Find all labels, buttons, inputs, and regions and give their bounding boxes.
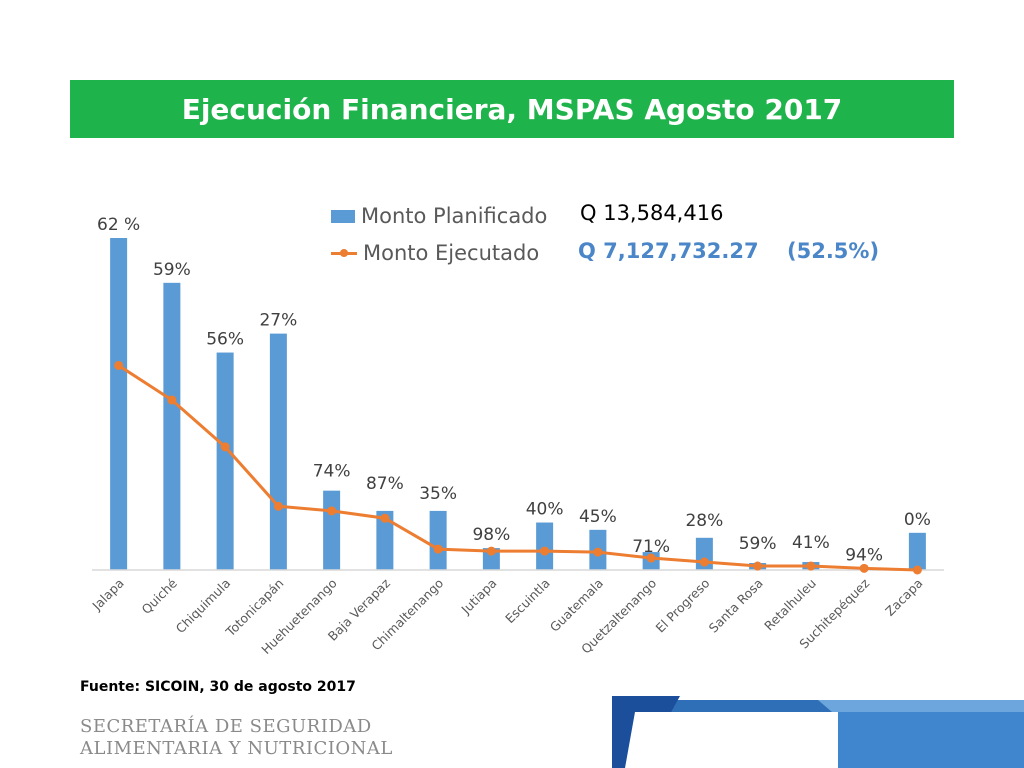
data-label-0: 62 %: [97, 215, 140, 235]
bar-4: [323, 490, 341, 570]
data-label-1: 59%: [153, 260, 191, 280]
planned-amount: Q 13,584,416: [580, 201, 724, 225]
tick-label-15: Zacapa: [882, 576, 925, 619]
executed-point-13: [806, 561, 816, 571]
bar-2: [216, 352, 234, 570]
legend-planned: Monto Planificado: [331, 204, 547, 228]
data-label-6: 35%: [419, 484, 457, 504]
tick-label-0: Jalapa: [89, 576, 127, 614]
executed-point-15: [912, 565, 922, 575]
legend-planned-label: Monto Planificado: [361, 204, 548, 228]
tick-label-13: Retalhuleu: [761, 576, 819, 634]
data-label-5: 87%: [366, 474, 404, 494]
bar-15: [908, 532, 926, 570]
bar-8: [536, 522, 554, 570]
source-note: Fuente: SICOIN, 30 de agosto 2017: [80, 679, 356, 695]
executed-amount: Q 7,127,732.27: [578, 239, 759, 263]
executed-point-9: [593, 547, 603, 557]
executed-point-8: [540, 546, 550, 556]
executed-point-3: [273, 501, 283, 511]
tick-label-11: El Progreso: [653, 576, 713, 636]
data-label-2: 56%: [206, 330, 244, 350]
data-label-10: 71%: [632, 537, 670, 557]
logo-line-1: SECRETARÍA DE SEGURIDAD: [80, 716, 372, 737]
tick-label-8: Escuintla: [502, 576, 553, 627]
executed-point-14: [859, 563, 869, 573]
chart-title: Ejecución Financiera, MSPAS Agosto 2017: [181, 92, 843, 126]
executed-point-6: [433, 544, 443, 554]
title-band: Ejecución Financiera, MSPAS Agosto 2017: [70, 80, 954, 138]
data-label-7: 98%: [472, 525, 510, 545]
bar-7: [482, 548, 500, 570]
executed-point-4: [327, 506, 337, 516]
executed-point-1: [167, 395, 177, 405]
bar-6: [429, 510, 447, 570]
executed-percent: (52.5%): [787, 239, 880, 263]
bar-3: [269, 333, 287, 570]
data-label-11: 28%: [685, 511, 723, 531]
data-label-14: 94%: [845, 545, 883, 565]
logo-line-2: ALIMENTARIA Y NUTRICIONAL: [80, 738, 393, 759]
executed-point-5: [380, 513, 390, 523]
tick-label-7: Jutiapa: [458, 576, 500, 618]
data-label-3: 27%: [259, 311, 297, 331]
executed-point-11: [699, 557, 709, 567]
executed-line: [117, 364, 918, 572]
sesan-logo: SECRETARÍA DE SEGURIDAD ALIMENTARIA Y NU…: [80, 716, 393, 760]
data-label-12: 59%: [739, 534, 777, 554]
executed-point-12: [753, 561, 763, 571]
data-label-13: 41%: [792, 533, 830, 553]
legend-executed: Monto Ejecutado: [331, 241, 539, 265]
executed-point-0: [114, 360, 124, 370]
bar-0: [110, 238, 128, 570]
legend-executed-label: Monto Ejecutado: [363, 241, 540, 265]
executed-point-2: [220, 442, 230, 452]
executed-point-10: [646, 553, 656, 563]
bar-1: [163, 282, 181, 570]
bar-5: [376, 510, 394, 570]
legend-line-swatch: [331, 246, 357, 260]
data-label-4: 74%: [313, 462, 351, 482]
data-label-15: 0%: [904, 510, 931, 530]
tick-label-12: Santa Rosa: [706, 576, 766, 636]
data-label-8: 40%: [526, 500, 564, 520]
legend-bar-swatch: [331, 209, 355, 223]
tick-label-1: Quiché: [138, 575, 180, 617]
data-label-9: 45%: [579, 507, 617, 527]
executed-point-7: [486, 546, 496, 556]
